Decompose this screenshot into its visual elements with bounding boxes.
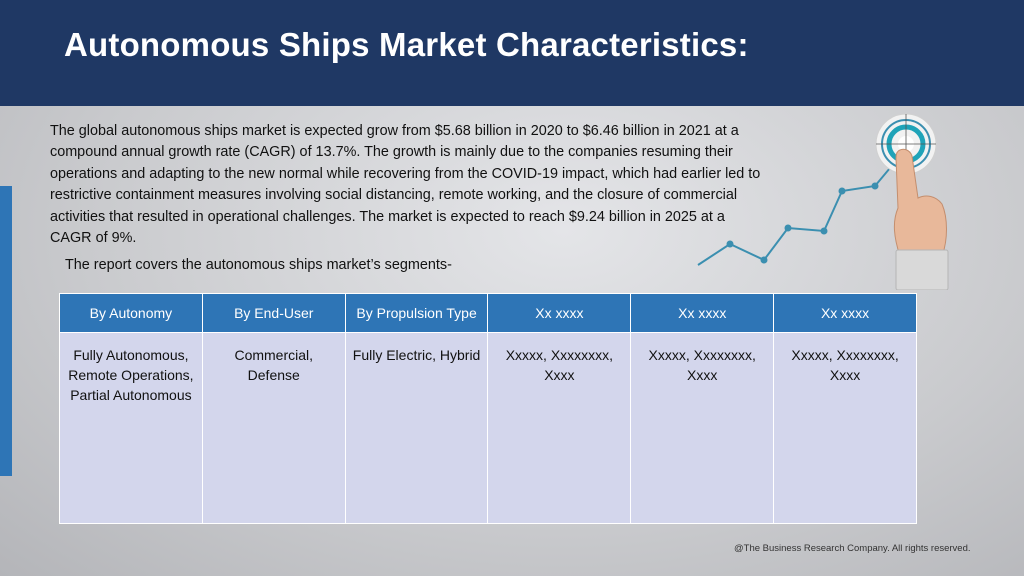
table-cell: Commercial, Defense	[201, 332, 346, 524]
intro-paragraph: The global autonomous ships market is ex…	[50, 123, 761, 247]
table-cell: Xxxxx, Xxxxxxxx, Xxxx	[773, 332, 917, 524]
table-cell: Xxxxx, Xxxxxxxx, Xxxx	[487, 332, 632, 524]
page-title: Autonomous Ships Market Characteristics:	[64, 26, 749, 63]
table-header-cell: By Propulsion Type	[344, 293, 489, 333]
table-header-cell: By End-User	[201, 293, 346, 333]
table-cell: Fully Autonomous, Remote Operations, Par…	[59, 332, 203, 524]
pointing-hand-icon	[893, 148, 949, 290]
header-bar: Autonomous Ships Market Characteristics:	[0, 0, 1024, 106]
table-header-row: By Autonomy By End-User By Propulsion Ty…	[59, 293, 917, 333]
table-header-cell: Xx xxxx	[487, 293, 632, 333]
table-cell: Fully Electric, Hybrid	[344, 332, 489, 524]
segments-note: The report covers the autonomous ships m…	[65, 257, 452, 273]
table-header-cell: Xx xxxx	[630, 293, 775, 333]
growth-illustration	[697, 113, 949, 290]
table-header-cell: Xx xxxx	[773, 293, 917, 333]
table-row: Fully Autonomous, Remote Operations, Par…	[59, 332, 917, 524]
table-header-cell: By Autonomy	[59, 293, 203, 333]
copyright-footer: @The Business Research Company. All righ…	[734, 543, 971, 554]
growth-line-icon	[697, 155, 901, 266]
segments-table: By Autonomy By End-User By Propulsion Ty…	[59, 293, 917, 524]
table-cell: Xxxxx, Xxxxxxxx, Xxxx	[630, 332, 775, 524]
side-accent-bar	[0, 186, 12, 476]
